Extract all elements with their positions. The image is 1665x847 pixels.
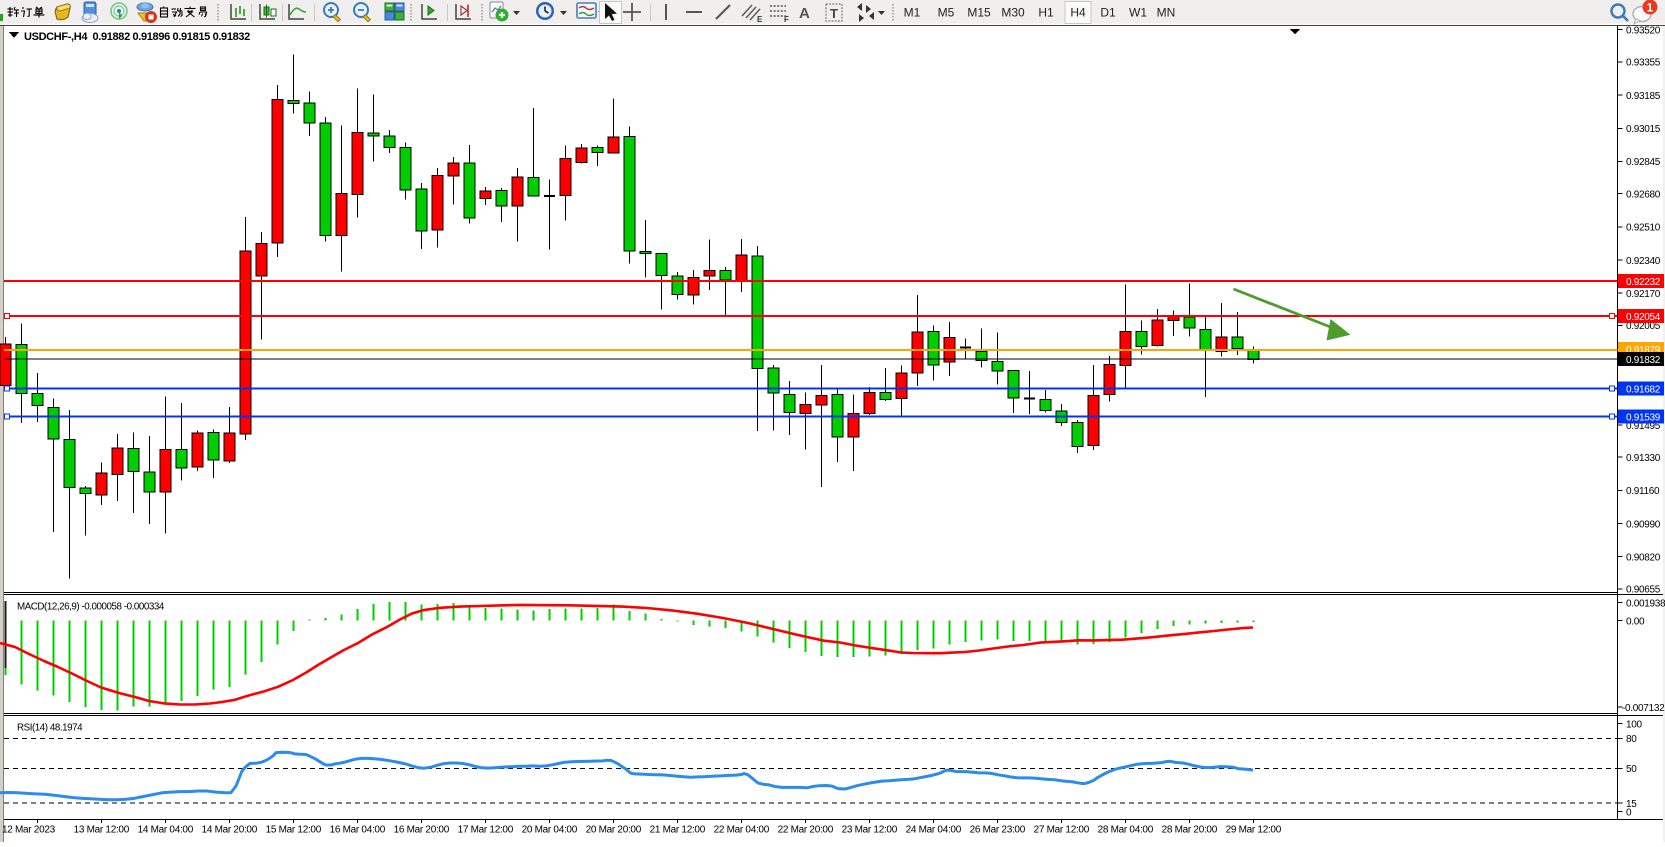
svg-text:26 Mar 23:00: 26 Mar 23:00: [970, 825, 1026, 836]
svg-text:14 Mar 04:00: 14 Mar 04:00: [138, 825, 194, 836]
svg-text:MACD(12,26,9) -0.000058 -0.000: MACD(12,26,9) -0.000058 -0.000334: [17, 602, 165, 613]
svg-text:17 Mar 12:00: 17 Mar 12:00: [458, 825, 514, 836]
svg-text:14 Mar 20:00: 14 Mar 20:00: [202, 825, 258, 836]
svg-text:20 Mar 20:00: 20 Mar 20:00: [586, 825, 642, 836]
svg-text:0.92054: 0.92054: [1626, 312, 1661, 323]
svg-text:0.93520: 0.93520: [1626, 26, 1661, 37]
svg-text:0.91495: 0.91495: [1626, 421, 1661, 432]
svg-text:M15: M15: [967, 6, 991, 20]
svg-text:23 Mar 12:00: 23 Mar 12:00: [842, 825, 898, 836]
svg-text:USDCHF-,H4 0.91882 0.91896 0.: USDCHF-,H4 0.91882 0.91896 0.91815 0.918…: [24, 31, 250, 43]
svg-text:28 Mar 04:00: 28 Mar 04:00: [1098, 825, 1154, 836]
svg-text:M5: M5: [938, 6, 955, 20]
svg-text:MN: MN: [1157, 6, 1176, 20]
svg-text:29 Mar 12:00: 29 Mar 12:00: [1226, 825, 1282, 836]
svg-text:13 Mar 12:00: 13 Mar 12:00: [74, 825, 130, 836]
svg-text:D1: D1: [1100, 6, 1116, 20]
svg-text:27 Mar 12:00: 27 Mar 12:00: [1034, 825, 1090, 836]
svg-text:H1: H1: [1038, 6, 1054, 20]
svg-text:0.90990: 0.90990: [1626, 519, 1661, 530]
svg-text:0.92232: 0.92232: [1626, 277, 1661, 288]
svg-text:-0.007132: -0.007132: [1622, 703, 1665, 714]
svg-text:0.91682: 0.91682: [1626, 385, 1661, 396]
svg-text:0.92005: 0.92005: [1626, 321, 1661, 332]
svg-text:80: 80: [1626, 734, 1637, 745]
svg-text:0.92170: 0.92170: [1626, 289, 1661, 300]
svg-text:15: 15: [1626, 799, 1637, 810]
svg-text:W1: W1: [1129, 6, 1147, 20]
svg-text:M30: M30: [1001, 6, 1025, 20]
svg-text:0.91879: 0.91879: [1626, 345, 1661, 356]
svg-text:15 Mar 12:00: 15 Mar 12:00: [266, 825, 322, 836]
svg-text:0.92340: 0.92340: [1626, 256, 1661, 267]
svg-text:0.92845: 0.92845: [1626, 157, 1661, 168]
svg-text:0.91160: 0.91160: [1626, 486, 1660, 497]
svg-text:0.91539: 0.91539: [1626, 413, 1661, 424]
svg-text:0: 0: [1626, 807, 1632, 818]
svg-text:28 Mar 20:00: 28 Mar 20:00: [1162, 825, 1218, 836]
svg-text:M1: M1: [904, 6, 921, 20]
svg-text:E: E: [757, 15, 763, 24]
svg-text:0.92510: 0.92510: [1626, 223, 1661, 234]
svg-text:24 Mar 04:00: 24 Mar 04:00: [906, 825, 962, 836]
svg-text:0.93355: 0.93355: [1626, 58, 1661, 69]
svg-text:21 Mar 12:00: 21 Mar 12:00: [650, 825, 706, 836]
svg-text:22 Mar 04:00: 22 Mar 04:00: [714, 825, 770, 836]
svg-text:A: A: [799, 5, 810, 22]
svg-text:50: 50: [1626, 764, 1637, 775]
svg-text:0.001938: 0.001938: [1626, 598, 1665, 609]
svg-text:0.90820: 0.90820: [1626, 553, 1661, 564]
svg-text:12 Mar 2023: 12 Mar 2023: [2, 825, 56, 836]
svg-text:22 Mar 20:00: 22 Mar 20:00: [778, 825, 834, 836]
svg-text:0.91330: 0.91330: [1626, 453, 1661, 464]
svg-text:1: 1: [1647, 3, 1654, 15]
svg-text:0.92680: 0.92680: [1626, 189, 1661, 200]
svg-text:16 Mar 04:00: 16 Mar 04:00: [330, 825, 386, 836]
svg-text:16 Mar 20:00: 16 Mar 20:00: [394, 825, 450, 836]
svg-text:H4: H4: [1070, 6, 1086, 20]
svg-text:RSI(14) 48.1974: RSI(14) 48.1974: [17, 723, 83, 734]
svg-text:0.00: 0.00: [1626, 617, 1645, 628]
svg-text:F: F: [784, 15, 789, 24]
svg-text:0.93185: 0.93185: [1626, 91, 1661, 102]
svg-text:20 Mar 04:00: 20 Mar 04:00: [522, 825, 578, 836]
svg-text:0.93015: 0.93015: [1626, 124, 1661, 135]
svg-text:0.91832: 0.91832: [1626, 355, 1661, 366]
svg-text:T: T: [830, 6, 838, 21]
svg-text:100: 100: [1626, 719, 1643, 730]
svg-text:0.90655: 0.90655: [1626, 585, 1661, 596]
